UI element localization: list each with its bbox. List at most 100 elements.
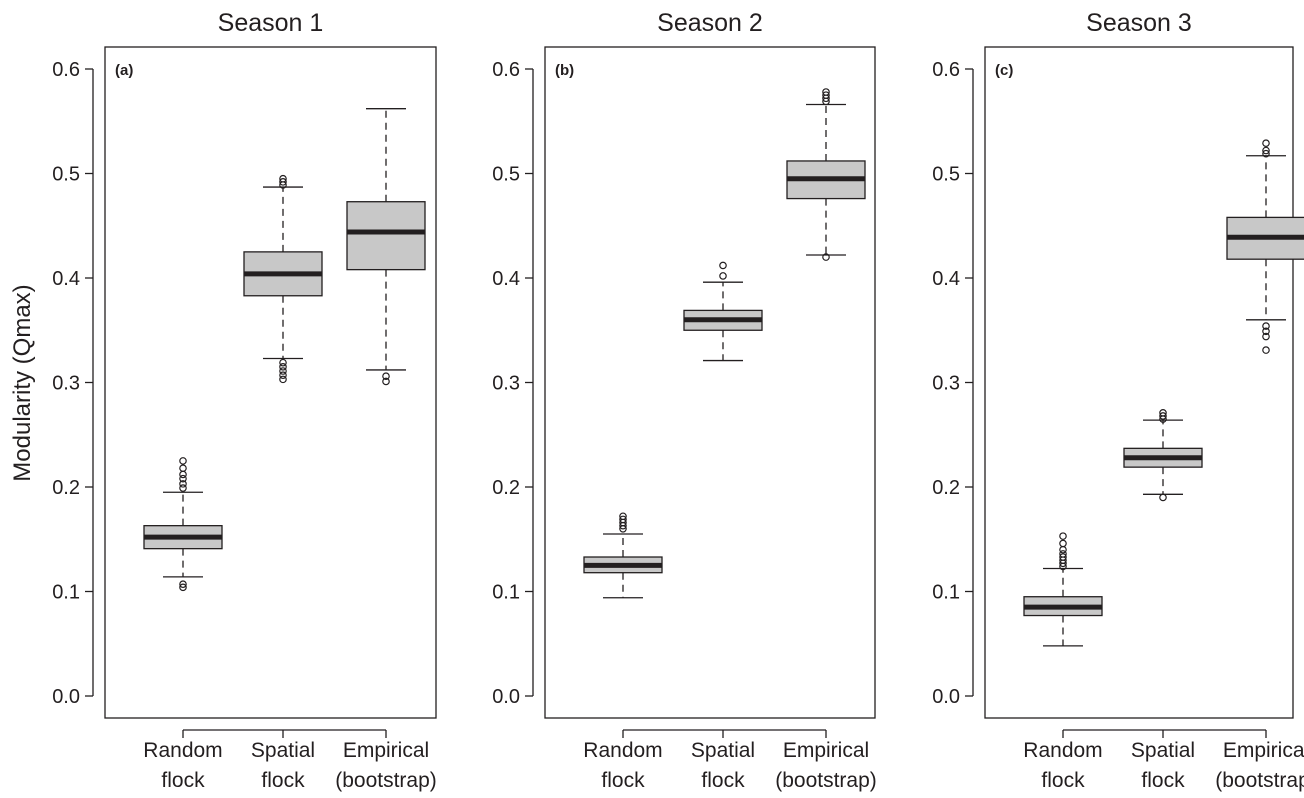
- y-tick-label: 0.0: [932, 686, 960, 708]
- x-category-label: Random: [583, 739, 662, 762]
- outlier-point: [1059, 550, 1067, 558]
- outlier-point: [279, 367, 287, 375]
- outlier-point: [1262, 322, 1270, 330]
- panel-letter: (c): [995, 62, 1013, 79]
- outlier-point: [1262, 332, 1270, 341]
- outlier-point: [179, 464, 187, 472]
- x-category-label: Random: [143, 739, 222, 762]
- y-tick-label: 0.3: [932, 373, 960, 395]
- x-category-label: Spatial: [251, 739, 315, 762]
- outlier-point: [1262, 139, 1270, 147]
- x-category-label: flock: [261, 769, 305, 792]
- outlier-point: [1059, 553, 1067, 561]
- x-category-label: Spatial: [1131, 739, 1195, 762]
- y-tick-label: 0.3: [492, 373, 520, 395]
- x-category-label: flock: [601, 769, 645, 792]
- outlier-point: [1262, 146, 1270, 155]
- panel-title: Season 3: [1086, 9, 1192, 37]
- panels-group: Season 1 (a) 0.0 0.1 0.2 0.3 0.4 0.5 0.6 Random fl…: [52, 9, 1304, 792]
- x-category-label: Empirical: [343, 739, 429, 762]
- outlier-point: [1059, 539, 1067, 548]
- plot-frame: [544, 46, 876, 719]
- outlier-point: [279, 375, 287, 384]
- x-category-label: flock: [701, 769, 745, 792]
- outlier-point: [179, 583, 187, 592]
- outlier-point: [382, 372, 390, 381]
- box-2: [1123, 409, 1203, 502]
- x-category-label: Random: [1023, 739, 1102, 762]
- x-category-label: (bootstrap): [335, 769, 437, 792]
- outlier-point: [822, 88, 830, 96]
- y-tick-label: 0.6: [932, 59, 960, 81]
- outlier-point: [1262, 346, 1270, 354]
- outlier-point: [1159, 409, 1167, 417]
- panel-2: Season 2 (b) 0.0 0.1 0.2 0.3 0.4 0.5 0.6 Random fl…: [492, 9, 877, 792]
- outlier-point: [279, 363, 287, 371]
- panel-title: Season 1: [218, 9, 324, 37]
- outlier-point: [179, 474, 187, 483]
- y-tick-label: 0.5: [52, 164, 80, 186]
- y-tick-label: 0.4: [932, 268, 960, 290]
- x-category-label: flock: [1041, 769, 1085, 792]
- y-tick-label: 0.1: [492, 582, 520, 604]
- outlier-point: [1159, 493, 1167, 502]
- outlier-point: [719, 261, 727, 270]
- x-category-label: flock: [161, 769, 205, 792]
- x-category-label: Spatial: [691, 739, 755, 762]
- y-tick-label: 0.2: [932, 477, 960, 499]
- outlier-point: [179, 580, 187, 588]
- outlier-point: [822, 253, 830, 261]
- outlier-point: [279, 371, 287, 379]
- y-tick-label: 0.0: [492, 686, 520, 708]
- box-1: [583, 512, 663, 599]
- panel-1: Season 1 (a) 0.0 0.1 0.2 0.3 0.4 0.5 0.6 Random fl…: [52, 9, 437, 792]
- panel-letter: (b): [555, 62, 574, 79]
- panel-3: Season 3 (c) 0.0 0.1 0.2 0.3 0.4 0.5 0.6 Random fl…: [932, 9, 1304, 792]
- outlier-point: [619, 512, 627, 521]
- outlier-point: [1159, 412, 1167, 420]
- outlier-point: [382, 377, 390, 386]
- outlier-point: [179, 484, 187, 492]
- x-category-label: Empirical: [1223, 739, 1304, 762]
- x-category-label: flock: [1141, 769, 1185, 792]
- iqr-box: [346, 201, 426, 271]
- y-tick-label: 0.1: [932, 582, 960, 604]
- y-tick-label: 0.4: [52, 268, 80, 290]
- y-tick-label: 0.0: [52, 686, 80, 708]
- y-tick-label: 0.5: [932, 164, 960, 186]
- outlier-point: [619, 515, 627, 524]
- box-3: [786, 88, 866, 261]
- panel-title: Season 2: [657, 9, 763, 37]
- y-tick-label: 0.1: [52, 582, 80, 604]
- y-tick-label: 0.6: [492, 59, 520, 81]
- outlier-point: [279, 358, 287, 367]
- box-3: [346, 108, 426, 386]
- y-tick-label: 0.6: [52, 59, 80, 81]
- y-tick-label: 0.3: [52, 373, 80, 395]
- outlier-point: [1262, 149, 1270, 158]
- y-tick-label: 0.4: [492, 268, 520, 290]
- outlier-point: [719, 272, 727, 280]
- outlier-point: [179, 457, 187, 465]
- y-tick-label: 0.5: [492, 164, 520, 186]
- outlier-point: [1262, 327, 1270, 336]
- outlier-point: [279, 174, 287, 183]
- plot-frame: [984, 46, 1294, 719]
- y-tick-label: 0.2: [52, 477, 80, 499]
- y-tick-label: 0.2: [492, 477, 520, 499]
- x-category-label: Empirical: [783, 739, 869, 762]
- plot-frame: [104, 46, 437, 719]
- panel-letter: (a): [115, 62, 133, 79]
- outlier-point: [279, 178, 287, 186]
- box-1: [143, 457, 223, 592]
- x-category-label: (bootstrap): [775, 769, 877, 792]
- outlier-point: [179, 470, 187, 479]
- outlier-point: [179, 480, 187, 488]
- box-2: [683, 261, 763, 362]
- box-2: [243, 174, 323, 384]
- outlier-point: [1059, 532, 1067, 540]
- x-category-label: (bootstrap): [1215, 769, 1304, 792]
- y-axis-label: Modularity (Qmax): [9, 284, 36, 481]
- box-3: [1226, 139, 1304, 354]
- outlier-point: [1059, 545, 1067, 554]
